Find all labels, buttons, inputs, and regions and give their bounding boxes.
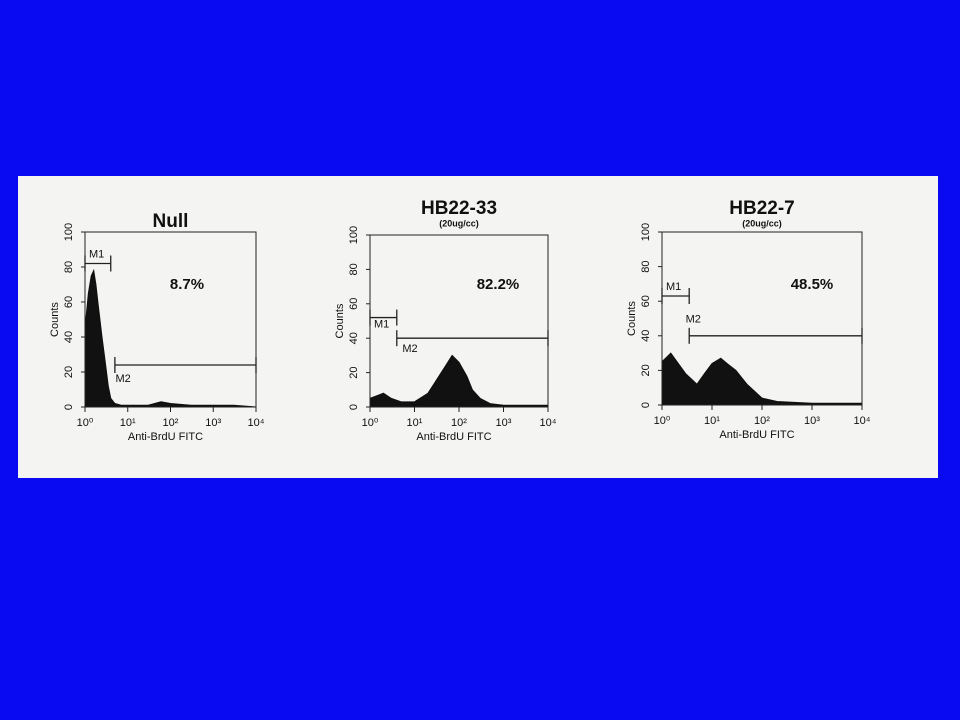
y-tick-label: 40 [348, 332, 360, 344]
x-tick-label: 10² [451, 417, 467, 429]
x-tick-label: 10¹ [407, 417, 423, 429]
gate-label: M1 [666, 281, 681, 293]
x-tick-label: 10³ [205, 417, 221, 429]
x-tick-label: 10⁰ [362, 417, 379, 429]
y-tick-label: 40 [63, 331, 75, 343]
x-axis-label: Anti-BrdU FITC [719, 429, 794, 441]
x-tick-label: 10³ [804, 415, 820, 427]
x-tick-label: 10¹ [704, 415, 720, 427]
y-tick-label: 0 [348, 404, 360, 410]
y-tick-label: 80 [348, 263, 360, 275]
figure-panel [18, 176, 938, 478]
x-tick-label: 10⁴ [854, 415, 871, 427]
x-tick-label: 10⁴ [540, 417, 557, 429]
x-tick-label: 10⁰ [77, 417, 94, 429]
x-tick-label: 10² [163, 417, 179, 429]
percent-annotation: 48.5% [791, 276, 834, 293]
y-tick-label: 100 [348, 226, 360, 244]
gate-label: M1 [89, 248, 104, 260]
x-tick-label: 10² [754, 415, 770, 427]
gate-label: M2 [686, 314, 701, 326]
y-tick-label: 0 [63, 404, 75, 410]
y-tick-label: 20 [348, 366, 360, 378]
gate-label: M1 [374, 318, 389, 330]
x-tick-label: 10⁴ [248, 417, 265, 429]
y-tick-label: 60 [63, 296, 75, 308]
chart-title: HB22-7 [729, 198, 794, 219]
y-tick-label: 40 [640, 330, 652, 342]
chart-title: Null [153, 211, 189, 232]
chart-subtitle: (20ug/cc) [742, 218, 782, 228]
gate-label: M2 [115, 373, 130, 385]
x-axis-label: Anti-BrdU FITC [416, 431, 491, 443]
y-tick-label: 80 [63, 261, 75, 273]
y-axis-label: Counts [49, 302, 61, 337]
y-tick-label: 60 [640, 295, 652, 307]
y-tick-label: 0 [640, 402, 652, 408]
x-tick-label: 10⁰ [654, 415, 671, 427]
histogram-area [84, 268, 257, 408]
y-tick-label: 20 [63, 366, 75, 378]
y-tick-label: 20 [640, 364, 652, 376]
x-axis-label: Anti-BrdU FITC [128, 431, 203, 443]
y-tick-label: 100 [63, 223, 75, 241]
y-axis-label: Counts [334, 303, 346, 338]
y-tick-label: 80 [640, 260, 652, 272]
y-tick-label: 100 [640, 223, 652, 241]
chart-title: HB22-33 [421, 198, 497, 219]
y-axis-label: Counts [626, 301, 638, 336]
x-tick-label: 10³ [496, 417, 512, 429]
y-tick-label: 60 [348, 298, 360, 310]
chart-subtitle: (20ug/cc) [439, 218, 479, 228]
x-tick-label: 10¹ [120, 417, 136, 429]
percent-annotation: 82.2% [477, 276, 520, 293]
gate-label: M2 [402, 343, 417, 355]
percent-annotation: 8.7% [170, 276, 204, 293]
